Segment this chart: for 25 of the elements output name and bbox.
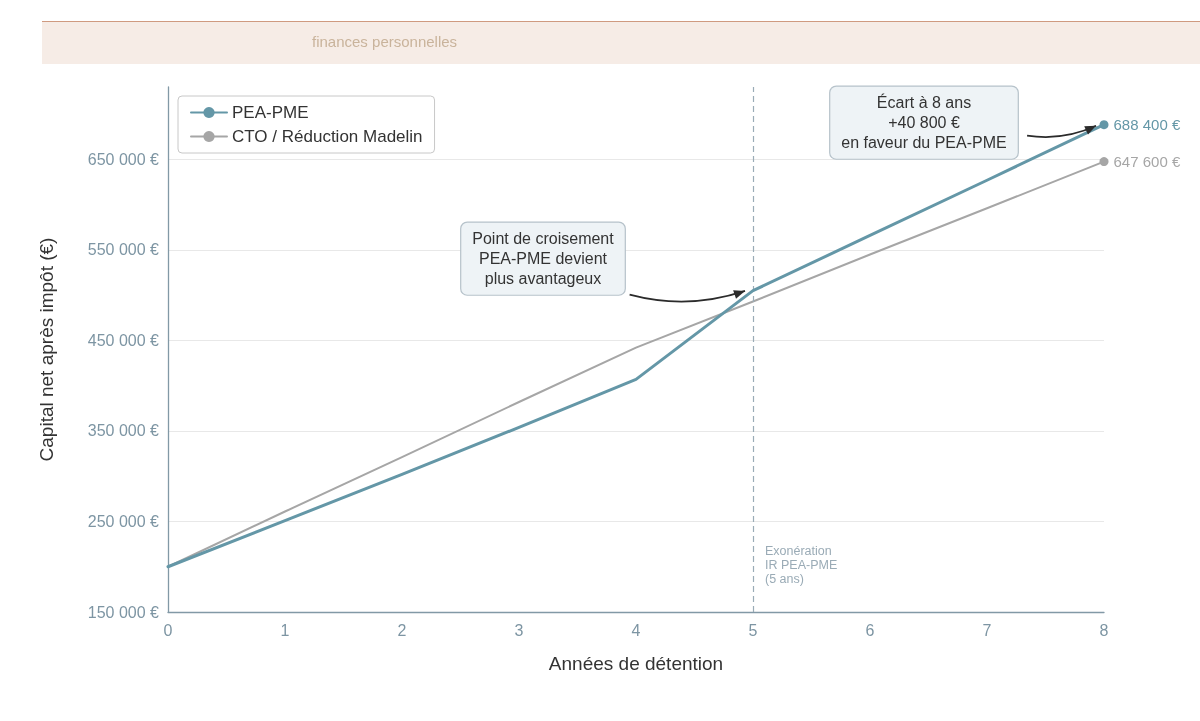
- x-tick-label: 4: [631, 621, 641, 639]
- data-label: 647 600 €: [1113, 153, 1181, 171]
- legend-label: CTO / Réduction Madelin: [232, 127, 423, 146]
- y-tick-label: 150 000 €: [87, 603, 160, 621]
- x-axis-title: Années de détention: [548, 653, 724, 674]
- annotation: Écart à 8 ans +40 800 € en faveur du PEA-PME: [841, 93, 1007, 152]
- legend-label: PEA-PME: [232, 103, 309, 122]
- x-tick-label: 0: [163, 621, 173, 639]
- data-label: 688 400 €: [1113, 116, 1181, 134]
- x-tick-label: 8: [1099, 621, 1109, 639]
- y-tick-label: 450 000 €: [87, 331, 160, 349]
- y-tick-label: 250 000 €: [87, 512, 160, 530]
- y-axis-title: Capital net après impôt (€): [36, 237, 57, 462]
- y-tick-label: 650 000 €: [87, 150, 160, 168]
- annotation: Point de croisement PEA-PME devient plus avantageux: [472, 230, 615, 288]
- x-tick-label: 6: [865, 621, 875, 639]
- y-tick-label: 550 000 €: [87, 241, 160, 259]
- x-tick-label: 5: [748, 621, 758, 639]
- x-tick-label: 7: [982, 621, 992, 639]
- ref-line-label: Exonération IR PEA-PME (5 ans): [765, 544, 838, 586]
- x-tick-label: 1: [280, 621, 290, 639]
- x-tick-label: 2: [397, 621, 407, 639]
- chart-subtitle: finances personnelles: [312, 33, 458, 50]
- x-tick-label: 3: [514, 621, 524, 639]
- y-tick-label: 350 000 €: [87, 422, 160, 440]
